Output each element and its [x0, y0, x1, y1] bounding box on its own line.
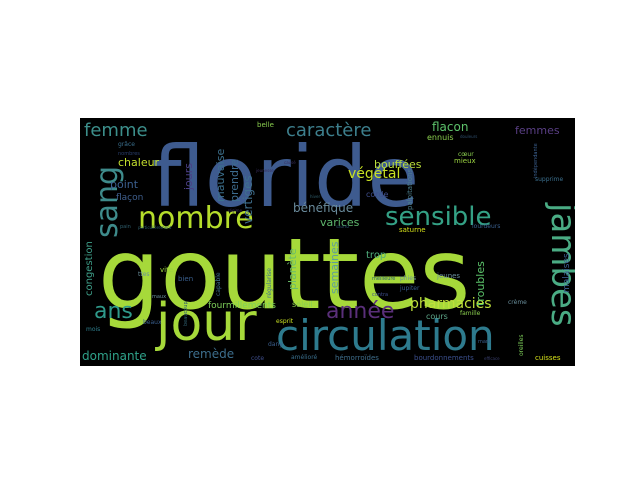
word-beaucoup: beaucoup	[183, 301, 189, 326]
word-jupiter: jupiter	[399, 285, 420, 292]
word-ameliore: amélioré	[291, 354, 318, 361]
word-beaux: beaux	[143, 319, 162, 326]
word-nombres: nombres	[118, 151, 140, 157]
word-femmes: femmes	[515, 124, 560, 137]
word-cloud: gouttes floride jour circulation nombre …	[80, 118, 575, 366]
word-cote: cote	[251, 355, 264, 362]
word-douleurs: douleurs	[460, 134, 477, 139]
word-congestion: congestion	[84, 241, 95, 296]
word-vertiges: vertiges	[241, 175, 255, 224]
word-bouffees: bouffées	[374, 158, 422, 171]
word-prendre: prendre	[228, 159, 241, 202]
word-bourdonnements: bourdonnements	[414, 354, 474, 362]
word-cause: causé	[284, 160, 296, 165]
word-jambes: jambes	[543, 202, 575, 327]
word-sang: sang	[90, 166, 125, 238]
word-hiver: hiver	[310, 194, 320, 199]
word-oreilles: oreilles	[518, 334, 525, 356]
word-flacon: flacon	[432, 120, 468, 134]
word-meilleure: meilleure	[372, 276, 395, 282]
word-corde: corde	[366, 190, 389, 199]
word-dominante: dominante	[82, 349, 147, 363]
word-vegetal: végétal	[348, 166, 400, 182]
word-capable: capable	[215, 272, 222, 296]
word-jour: jour	[155, 293, 257, 353]
word-lourdeurs: lourdeurs	[472, 223, 500, 230]
word-independante: indépendante	[532, 143, 539, 178]
word-trop: trop	[366, 250, 386, 261]
word-malaises: malaises	[562, 253, 572, 293]
word-ans: ans	[94, 299, 133, 324]
word-jeunes: jeunes	[436, 272, 460, 280]
word-caractere: caractère	[286, 120, 371, 141]
word-planete: planète	[286, 248, 299, 290]
word-contra: contra	[372, 292, 388, 298]
word-circulation: circulation	[276, 311, 495, 360]
word-troubles: troubles	[474, 261, 487, 306]
word-esprit: esprit	[276, 318, 294, 325]
word-regularise: régularise	[266, 268, 273, 298]
word-floride: floride	[152, 128, 419, 226]
word-remede: remède	[188, 347, 234, 361]
word-soleil: soleil	[292, 300, 313, 309]
word-vite: vite	[160, 266, 173, 274]
word-ttes: ttes	[138, 271, 150, 278]
word-femme: femme	[84, 120, 148, 141]
word-pain: pain	[120, 224, 131, 230]
word-efficace: efficace	[484, 356, 500, 361]
word-benefique: bénéfique	[293, 201, 353, 215]
word-regime: régime	[228, 208, 243, 213]
word-palpitations: palpitations	[406, 168, 414, 210]
word-mars: mars	[478, 339, 491, 345]
word-supprime: supprime	[535, 176, 564, 183]
word-chaleur: chaleur	[118, 156, 160, 169]
word-varices: varices	[320, 216, 360, 229]
word-saturne: saturne	[399, 226, 426, 234]
word-mauvaise: mauvaise	[214, 149, 227, 202]
word-nombre: nombre	[138, 201, 254, 236]
word-grace: grâce	[118, 141, 135, 148]
word-sensible: sensible	[385, 202, 492, 232]
word-pharmacies: pharmacies	[410, 296, 492, 312]
word-dany: dany	[268, 341, 283, 348]
word-particulierement: particulièrement	[138, 225, 172, 230]
word-saurez: saurez	[336, 224, 349, 229]
word-flacon-2: flaçon	[116, 193, 143, 203]
word-mois: mois	[86, 326, 100, 333]
word-ennuis: ennuis	[427, 133, 454, 142]
word-fourmillements: fourmillements	[208, 301, 276, 311]
word-point: point	[110, 178, 139, 191]
word-coeur: cœur	[458, 151, 474, 158]
cloud-background	[80, 118, 575, 366]
word-cloud-canvas: gouttes floride jour circulation nombre …	[80, 118, 575, 366]
word-creme: crème	[508, 299, 527, 306]
word-cours: cours	[426, 312, 448, 321]
word-maux: maux	[152, 294, 166, 300]
word-famille: famille	[460, 310, 481, 317]
word-cuisses: cuisses	[535, 354, 561, 362]
word-annee: année	[326, 299, 394, 324]
word-phies: phies	[400, 275, 416, 282]
word-hemorroides: hémorroïdes	[335, 354, 379, 362]
word-bien: bien	[178, 275, 193, 283]
word-gouttes: gouttes	[98, 218, 470, 332]
word-semaines: semaines	[328, 241, 341, 294]
word-jours: jours	[182, 163, 195, 191]
word-mieux: mieux	[454, 157, 476, 165]
word-belle: belle	[257, 121, 274, 129]
word-jeunesse: jeunesse	[255, 168, 274, 173]
